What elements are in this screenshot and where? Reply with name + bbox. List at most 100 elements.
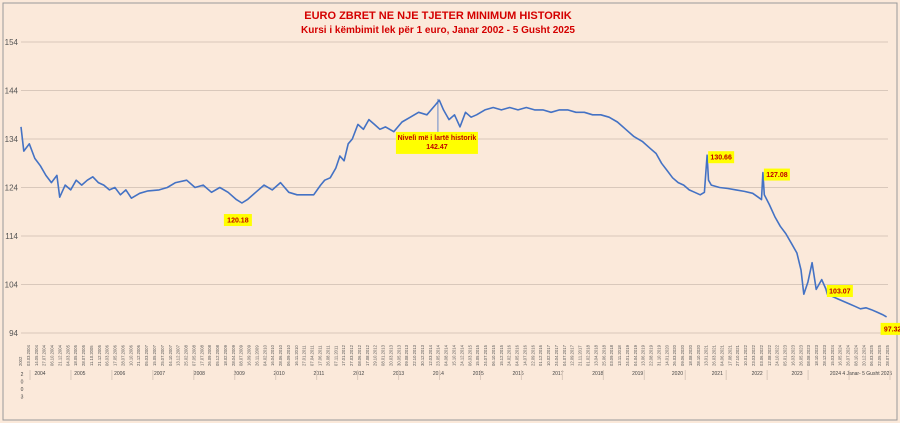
year-label: 2022 — [752, 371, 763, 377]
x-tick-label: 04.10.2007 — [168, 344, 173, 366]
y-tick-label: 94 — [9, 329, 18, 338]
x-tick-label: 27.03.2012 — [349, 344, 354, 366]
y-tick-label: 144 — [5, 87, 19, 96]
x-tick-label: 13.04.2018 — [593, 344, 598, 366]
x-tick-label: 04.07.2017 — [562, 344, 567, 366]
x-tick-label: 07.05.2008 — [191, 344, 196, 366]
x-tick-label: 04.06.2021 — [719, 344, 724, 366]
year-label: 2021 — [712, 371, 723, 377]
x-tick-label: 28.10.2020 — [696, 344, 701, 366]
x-tick-label: 17.08.2021 — [727, 344, 732, 366]
x-tick-label: 22.08.2019 — [649, 344, 654, 366]
x-tick-label: 16.03.2023 — [790, 344, 795, 366]
year-label: 2006 — [114, 371, 125, 377]
year-label: 2023 — [791, 371, 802, 377]
x-tick-label: 20.12.2024 — [861, 344, 866, 366]
x-tick-label: 04.03.2005 — [65, 344, 70, 366]
x-tick-label: 27.07.2004 — [42, 344, 47, 366]
x-tick-label: 13.11.2018 — [617, 345, 622, 366]
y-tick-label: 104 — [5, 281, 19, 290]
callout-label: 97.32 — [884, 326, 900, 333]
x-tick-label: 22.10.2013 — [412, 344, 417, 366]
year-label: 0 — [21, 387, 24, 393]
x-tick-label: 18.05.2005 — [73, 344, 78, 366]
x-tick-label: 08.07.2009 — [239, 344, 244, 366]
x-tick-label: 06.09.2010 — [286, 344, 291, 366]
year-labels: 2 00 3 2004 2005 2006 2007 2008 2009 2010 2011 2012… — [21, 370, 892, 401]
x-tick-label: 24.01.2019 — [625, 344, 630, 366]
x-tick-label: 22.05.2025 — [877, 344, 882, 366]
year-label: 2018 — [592, 371, 603, 377]
x-tick-label: 28.07.2025 — [885, 344, 890, 366]
x-tick-label: 18.08.2020 — [688, 344, 693, 366]
year-label: 2019 — [632, 371, 643, 377]
x-tick-label: 26.08.2011 — [325, 345, 330, 366]
x-tick-label: 07.11.2011 — [333, 345, 338, 366]
x-tick-label: 21.12.2005 — [97, 344, 102, 366]
x-tick-label: 28.12.2023 — [822, 344, 827, 366]
x-tick-label: 26.05.2023 — [798, 344, 803, 366]
x-tick-label: 15.10.2014 — [452, 344, 457, 366]
x-tick-label: 2002 — [18, 356, 23, 366]
x-tick-label: 25.07.2007 — [160, 344, 165, 366]
x-tick-label: 24.10.2022 — [775, 344, 780, 366]
x-tick-label: 23.05.2014 — [436, 344, 441, 366]
x-tick-label: 17.05.2006 — [113, 344, 118, 366]
x-tick-label: 08.01.2013 — [381, 344, 386, 366]
x-tick-label: 14.05.2004 — [34, 344, 39, 366]
x-tick-label: 18.10.2023 — [814, 344, 819, 366]
x-tick-label: 16.11.2010 — [294, 345, 299, 366]
callout-label: Nivelì më i lartë historik — [398, 135, 477, 142]
x-tick-label: 16.09.2009 — [247, 344, 252, 366]
callout-box — [708, 151, 735, 164]
x-tick-label: 28.04.2009 — [231, 344, 236, 366]
year-label: 2012 — [353, 371, 364, 377]
year-label: 2011 — [314, 371, 325, 377]
year-label-extra: 2024 4 Janar- 5 Gusht 2025 — [830, 371, 892, 377]
callout-box — [826, 285, 853, 298]
x-tick-label: 27.01.2011 — [302, 345, 307, 366]
x-tick-label: 05.01.2023 — [783, 344, 788, 366]
x-tick-label: 29.10.2012 — [373, 344, 378, 366]
year-label: 2017 — [552, 371, 563, 377]
y-axis: 94 104 114 124 134 144 154 — [5, 38, 19, 338]
year-label: 2015 — [473, 371, 484, 377]
x-tick-label: 15.12.2015 — [499, 344, 504, 366]
x-tick-label: 28.06.2010 — [278, 344, 283, 366]
x-tick-label: 17.01.2012 — [341, 344, 346, 366]
x-tick-label: 03.09.2018 — [609, 344, 614, 366]
x-tick-label: 13.06.2019 — [641, 344, 646, 366]
x-tick-label: 27.10.2021 — [735, 344, 740, 366]
annotations: 120.18 Nivelì më i lartë historik 142.47 13… — [223, 98, 900, 335]
x-tick-label: 08.08.2023 — [806, 344, 811, 366]
x-tick-label: 12.09.2017 — [570, 344, 575, 366]
x-tick-label: 06.10.2015 — [491, 344, 496, 366]
callout-box — [763, 168, 790, 181]
callout-label: 127.08 — [766, 172, 788, 179]
x-tick-label: 24.12.2014 — [459, 344, 464, 366]
x-tick-label: 06.03.2015 — [467, 344, 472, 366]
callout-label: 103.07 — [829, 289, 851, 296]
x-tick-label: 21.12.2006 — [136, 344, 141, 366]
x-tick-label: 07.04.2011 — [310, 345, 315, 366]
x-tick-label: 28.07.2006 — [120, 344, 125, 366]
year-label: 2020 — [672, 371, 683, 377]
x-tick-label: 16.04.2010 — [270, 344, 275, 366]
x-tick-label: 11.10.2005 — [89, 345, 94, 366]
x-tick-label: 04.04.2019 — [633, 344, 638, 366]
x-tick-label: 31.10.2019 — [656, 344, 661, 366]
y-tick-label: 124 — [5, 184, 19, 193]
series-line-eur-all — [20, 99, 887, 318]
x-tick-label: 17.08.2012 — [365, 344, 370, 366]
year-label: 3 — [21, 395, 24, 401]
callout-label: 130.66 — [710, 155, 732, 162]
year-label: 2009 — [234, 371, 245, 377]
x-tick-label: 26.03.2020 — [672, 344, 677, 366]
x-tick-label: 12.08.2022 — [767, 344, 772, 366]
x-tick-label: 26.09.2008 — [207, 344, 212, 366]
x-tick-label: 24.02.2016 — [507, 344, 512, 366]
year-label: 2 — [21, 372, 24, 378]
x-tick-label: 06.10.2004 — [50, 344, 55, 366]
